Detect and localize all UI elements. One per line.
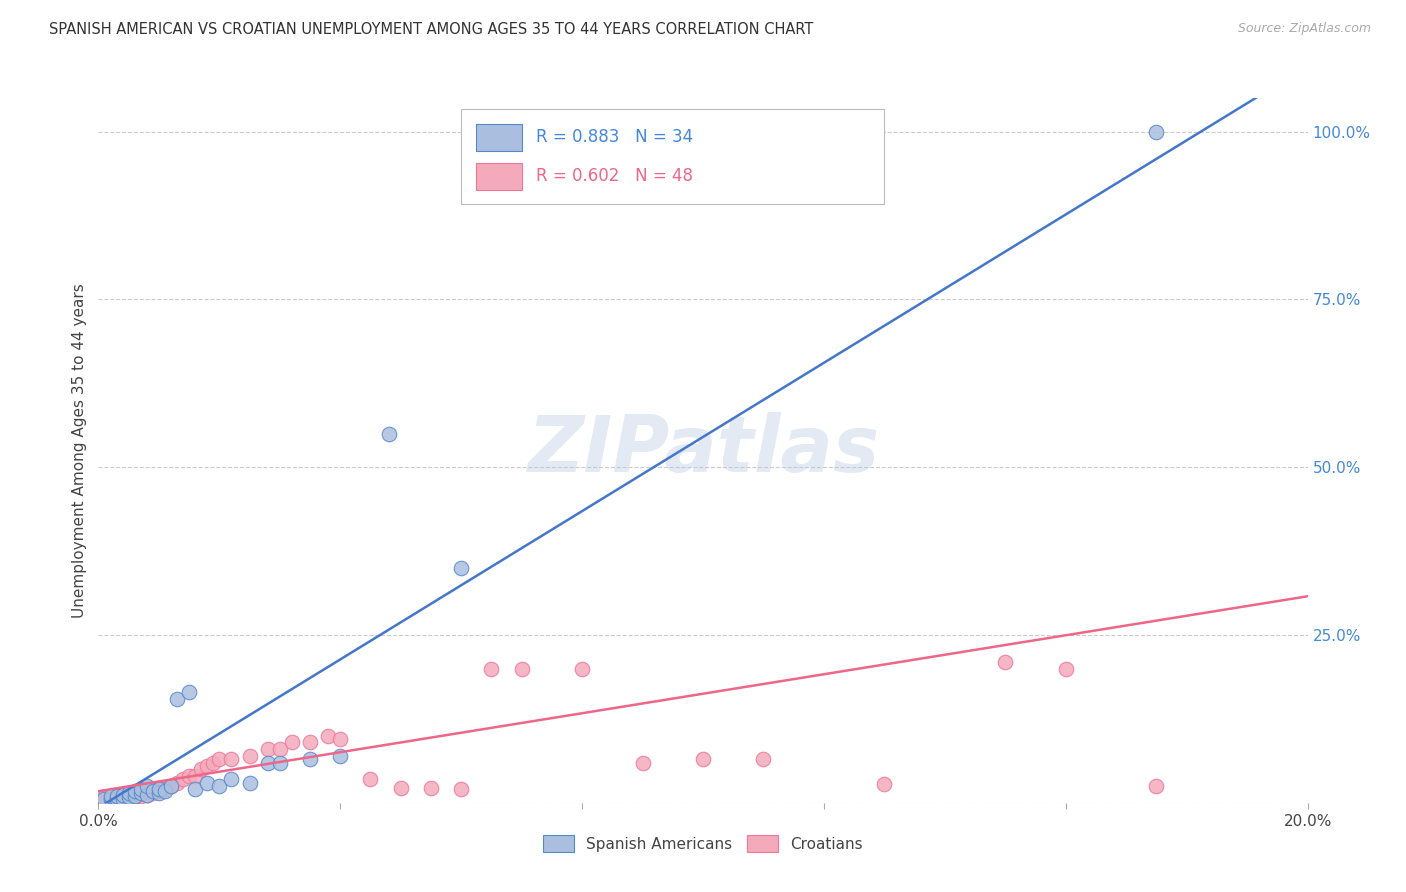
Point <box>329 748 352 763</box>
Point <box>256 756 278 770</box>
Y-axis label: Unemployment Among Ages 35 to 44 years: Unemployment Among Ages 35 to 44 years <box>72 283 87 618</box>
Point <box>631 756 654 770</box>
Point <box>269 742 291 756</box>
Point <box>135 788 157 802</box>
Point <box>124 786 146 800</box>
Point <box>118 786 141 800</box>
Point <box>105 792 128 806</box>
Point <box>420 780 443 795</box>
Point <box>389 780 412 795</box>
Point <box>172 772 194 787</box>
Point <box>281 735 304 749</box>
Point <box>111 788 134 802</box>
Legend: Spanish Americans, Croatians: Spanish Americans, Croatians <box>537 829 869 859</box>
Point <box>190 762 212 776</box>
Point <box>93 790 115 805</box>
Point <box>118 786 141 800</box>
Point <box>179 685 201 699</box>
Point <box>1144 779 1167 793</box>
Point <box>184 782 207 797</box>
Point <box>873 777 896 791</box>
Point <box>184 769 207 783</box>
Point <box>118 790 141 805</box>
Point <box>239 748 262 763</box>
FancyBboxPatch shape <box>475 124 522 151</box>
Text: R = 0.602   N = 48: R = 0.602 N = 48 <box>536 167 693 185</box>
Point <box>571 662 593 676</box>
Point <box>166 775 188 789</box>
Text: SPANISH AMERICAN VS CROATIAN UNEMPLOYMENT AMONG AGES 35 TO 44 YEARS CORRELATION : SPANISH AMERICAN VS CROATIAN UNEMPLOYMEN… <box>49 22 814 37</box>
Point <box>148 780 170 795</box>
Point <box>329 732 352 747</box>
Point <box>129 786 152 800</box>
Point <box>129 789 152 803</box>
Text: Source: ZipAtlas.com: Source: ZipAtlas.com <box>1237 22 1371 36</box>
Text: R = 0.883   N = 34: R = 0.883 N = 34 <box>536 128 693 146</box>
Point <box>208 779 231 793</box>
Point <box>1054 662 1077 676</box>
Point <box>129 783 152 797</box>
Point <box>299 735 322 749</box>
Point <box>1144 125 1167 139</box>
Point <box>692 752 714 766</box>
Point <box>148 782 170 797</box>
Point <box>129 782 152 797</box>
Point <box>118 789 141 803</box>
Point <box>269 756 291 770</box>
Point <box>124 790 146 805</box>
Point <box>135 782 157 797</box>
Point <box>450 561 472 575</box>
Text: ZIPatlas: ZIPatlas <box>527 412 879 489</box>
Point <box>316 729 339 743</box>
Point <box>124 789 146 803</box>
Point <box>160 779 183 793</box>
Point <box>239 775 262 789</box>
Point <box>299 752 322 766</box>
Point <box>160 779 183 793</box>
Point <box>221 772 243 787</box>
Point <box>195 775 218 789</box>
Point <box>124 783 146 797</box>
Point <box>105 788 128 802</box>
Point <box>360 772 382 787</box>
Point <box>100 792 122 806</box>
Point <box>93 792 115 806</box>
Point <box>166 691 188 706</box>
Point <box>111 792 134 806</box>
Point <box>450 782 472 797</box>
Point <box>195 759 218 773</box>
Point <box>142 783 165 797</box>
Point <box>153 782 176 797</box>
Point <box>256 742 278 756</box>
Point <box>481 662 503 676</box>
Point <box>100 789 122 803</box>
Point <box>153 783 176 797</box>
Point <box>221 752 243 766</box>
Point <box>148 786 170 800</box>
Point <box>148 783 170 797</box>
Point <box>179 769 201 783</box>
Point <box>105 789 128 803</box>
Point <box>994 655 1017 669</box>
FancyBboxPatch shape <box>475 163 522 190</box>
Point <box>510 662 533 676</box>
FancyBboxPatch shape <box>461 109 884 204</box>
Point <box>135 788 157 802</box>
Point <box>111 792 134 806</box>
Point <box>202 756 225 770</box>
Point <box>135 779 157 793</box>
Point <box>100 792 122 806</box>
Point <box>105 790 128 805</box>
Point <box>752 752 775 766</box>
Point <box>377 426 399 441</box>
Point <box>208 752 231 766</box>
Point <box>142 786 165 800</box>
